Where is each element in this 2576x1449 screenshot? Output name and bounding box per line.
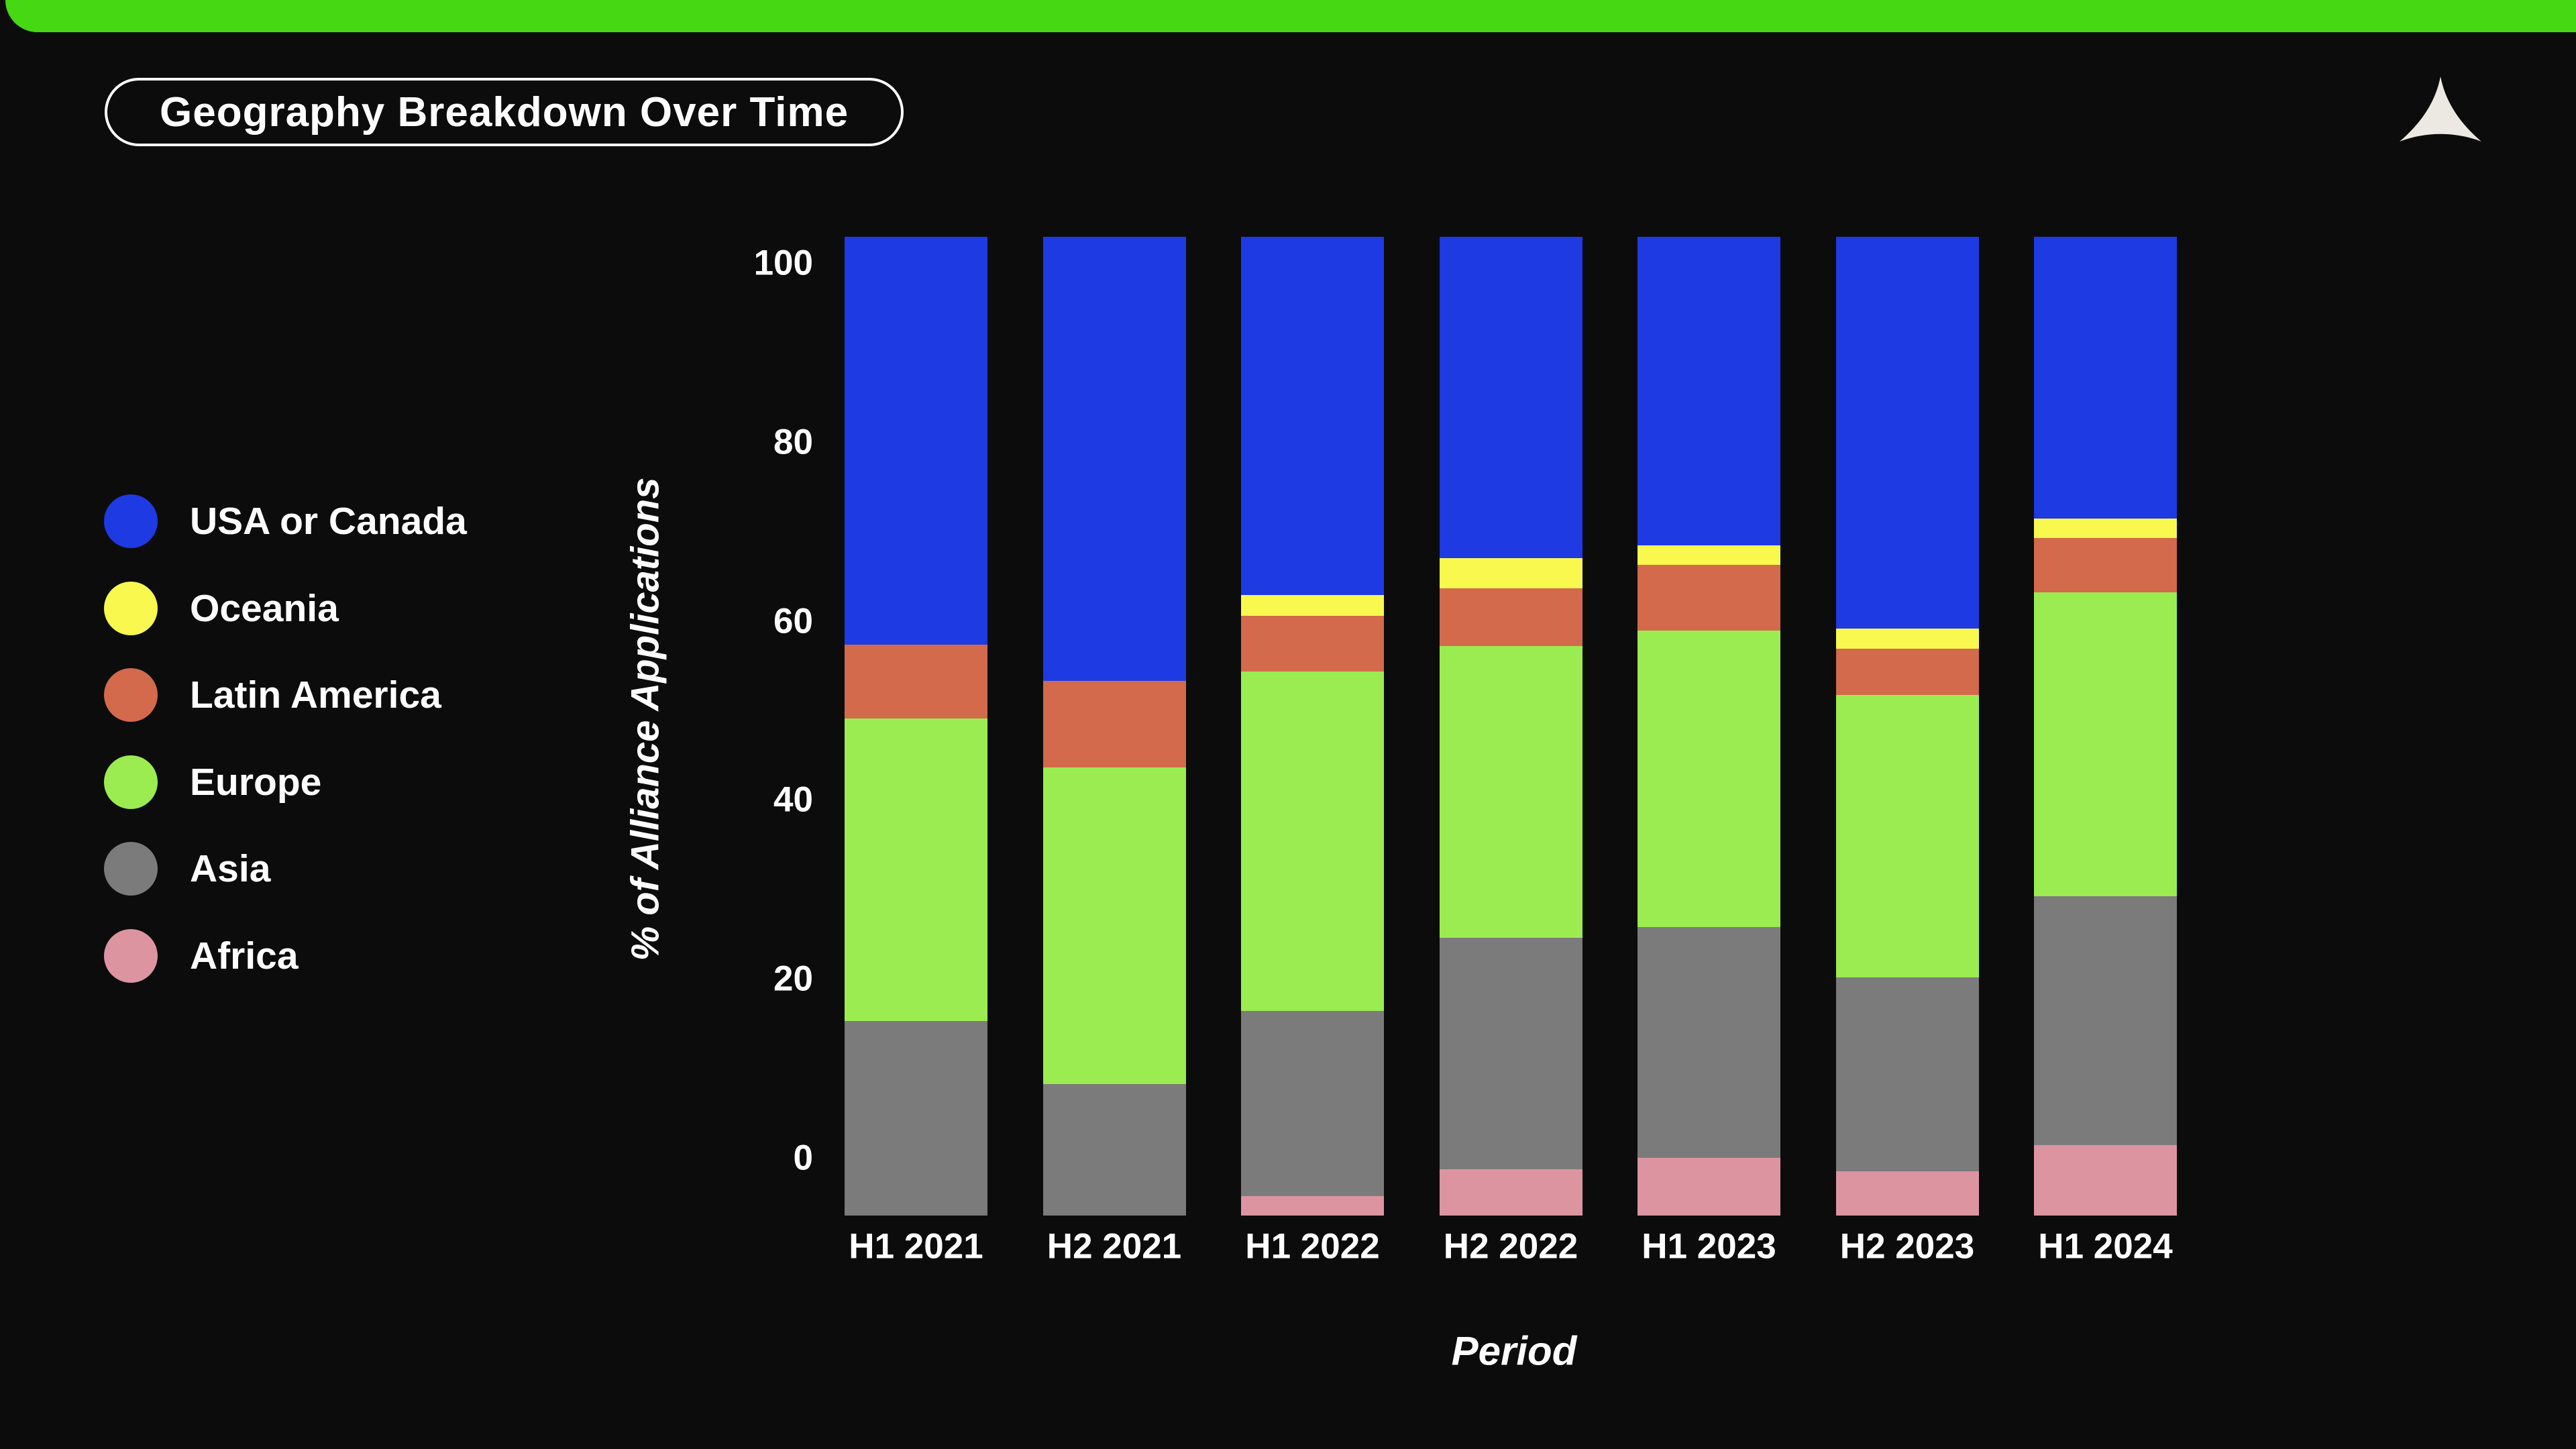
legend-swatch-circle	[104, 928, 158, 983]
bar-segment	[2034, 237, 2177, 519]
bar-segment	[1042, 237, 1186, 682]
y-tick-label: 0	[793, 1138, 813, 1178]
legend-item: Africa	[104, 912, 299, 1000]
legend-item: Latin America	[104, 651, 441, 739]
x-tick-label: H2 2021	[1046, 1226, 1182, 1267]
bar-segment	[1835, 649, 1979, 695]
y-axis-title: % of Alliance Applications	[623, 477, 667, 961]
legend-item: Europe	[104, 739, 321, 826]
bar-segment	[1638, 545, 1780, 565]
bar-segment	[1042, 1084, 1186, 1216]
bar-segment	[1439, 645, 1582, 938]
legend-label: Africa	[190, 934, 299, 977]
x-tick-label: H1 2024	[2038, 1226, 2173, 1267]
bar-segment	[1241, 615, 1384, 672]
bar-segment	[1241, 237, 1384, 595]
legend-item: USA or Canada	[104, 478, 467, 565]
x-tick-label: H1 2021	[849, 1226, 983, 1267]
y-tick-label: 80	[773, 422, 813, 462]
bar-segment	[1835, 977, 1979, 1172]
top-accent-bar	[5, 0, 2576, 32]
bar-segment	[1638, 630, 1780, 927]
legend-label: USA or Canada	[190, 500, 467, 543]
bar-segment	[1042, 681, 1186, 767]
legend-item: Oceania	[104, 565, 339, 652]
bar-segment	[2034, 592, 2177, 897]
bar-segment	[1638, 926, 1780, 1158]
legend-label: Asia	[190, 847, 271, 890]
bar-segment	[2034, 519, 2177, 539]
bar-segment	[845, 237, 987, 645]
bar-segment	[1835, 628, 1979, 649]
bar-segment	[1042, 767, 1186, 1085]
legend-label: Europe	[190, 760, 322, 804]
bar-segment	[2034, 538, 2177, 592]
bar-segment	[1638, 1157, 1780, 1216]
bar-segment	[1835, 694, 1979, 978]
y-tick-label: 100	[753, 243, 813, 283]
legend-swatch-circle	[104, 581, 158, 635]
brand-logo-icon	[2400, 76, 2481, 142]
legend-label: Latin America	[190, 674, 441, 716]
bar-segment	[1241, 594, 1384, 616]
bar-segment	[1241, 1195, 1384, 1216]
bar-segment	[1241, 671, 1384, 1012]
bar-segment	[1439, 937, 1582, 1170]
legend-swatch-circle	[104, 842, 158, 896]
bar-segment	[845, 1020, 987, 1216]
x-axis-title: Period	[1451, 1328, 1577, 1374]
y-tick-label: 20	[773, 959, 813, 999]
bar-segment	[1638, 237, 1780, 545]
bar-segment	[845, 645, 987, 718]
bar-segment	[2034, 896, 2177, 1145]
bar-segment	[1835, 1171, 1979, 1216]
legend-swatch-circle	[104, 494, 158, 548]
y-tick-label: 60	[773, 601, 813, 641]
x-tick-label: H2 2022	[1443, 1226, 1578, 1267]
bar-segment	[1439, 1169, 1582, 1216]
y-tick-label: 40	[773, 780, 813, 820]
legend-swatch-circle	[104, 755, 158, 809]
legend-swatch-circle	[104, 668, 158, 722]
bar-segment	[1439, 588, 1582, 646]
legend-item: Asia	[104, 825, 270, 912]
bar-segment	[1835, 237, 1979, 629]
legend-label: Oceania	[190, 586, 339, 630]
x-tick-label: H1 2023	[1642, 1226, 1776, 1267]
bar-segment	[1241, 1011, 1384, 1196]
chart-title: Geography Breakdown Over Time	[160, 89, 849, 136]
x-tick-label: H2 2023	[1839, 1226, 1975, 1267]
bar-segment	[2034, 1144, 2177, 1216]
bar-segment	[1439, 237, 1582, 558]
bar-segment	[1439, 557, 1582, 588]
chart-title-pill: Geography Breakdown Over Time	[105, 78, 904, 146]
bar-segment	[845, 718, 987, 1021]
bar-segment	[1638, 564, 1780, 631]
x-tick-label: H1 2022	[1245, 1226, 1380, 1267]
